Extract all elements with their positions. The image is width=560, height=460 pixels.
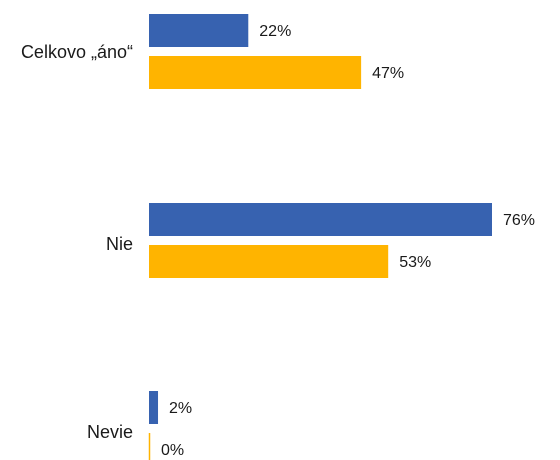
data-label: 47% [372, 65, 404, 82]
data-label: 53% [399, 254, 431, 271]
category-label: Nevie [87, 422, 133, 442]
data-label: 76% [503, 212, 535, 229]
bar [149, 245, 389, 278]
category-label: Nie [106, 234, 133, 254]
bar [149, 203, 492, 236]
data-label: 22% [259, 23, 291, 40]
data-label: 0% [161, 442, 184, 459]
bar [149, 56, 362, 89]
data-label: 2% [169, 400, 192, 417]
category-label: Celkovo „áno“ [21, 42, 133, 62]
bar [149, 391, 159, 424]
bar [149, 14, 249, 47]
